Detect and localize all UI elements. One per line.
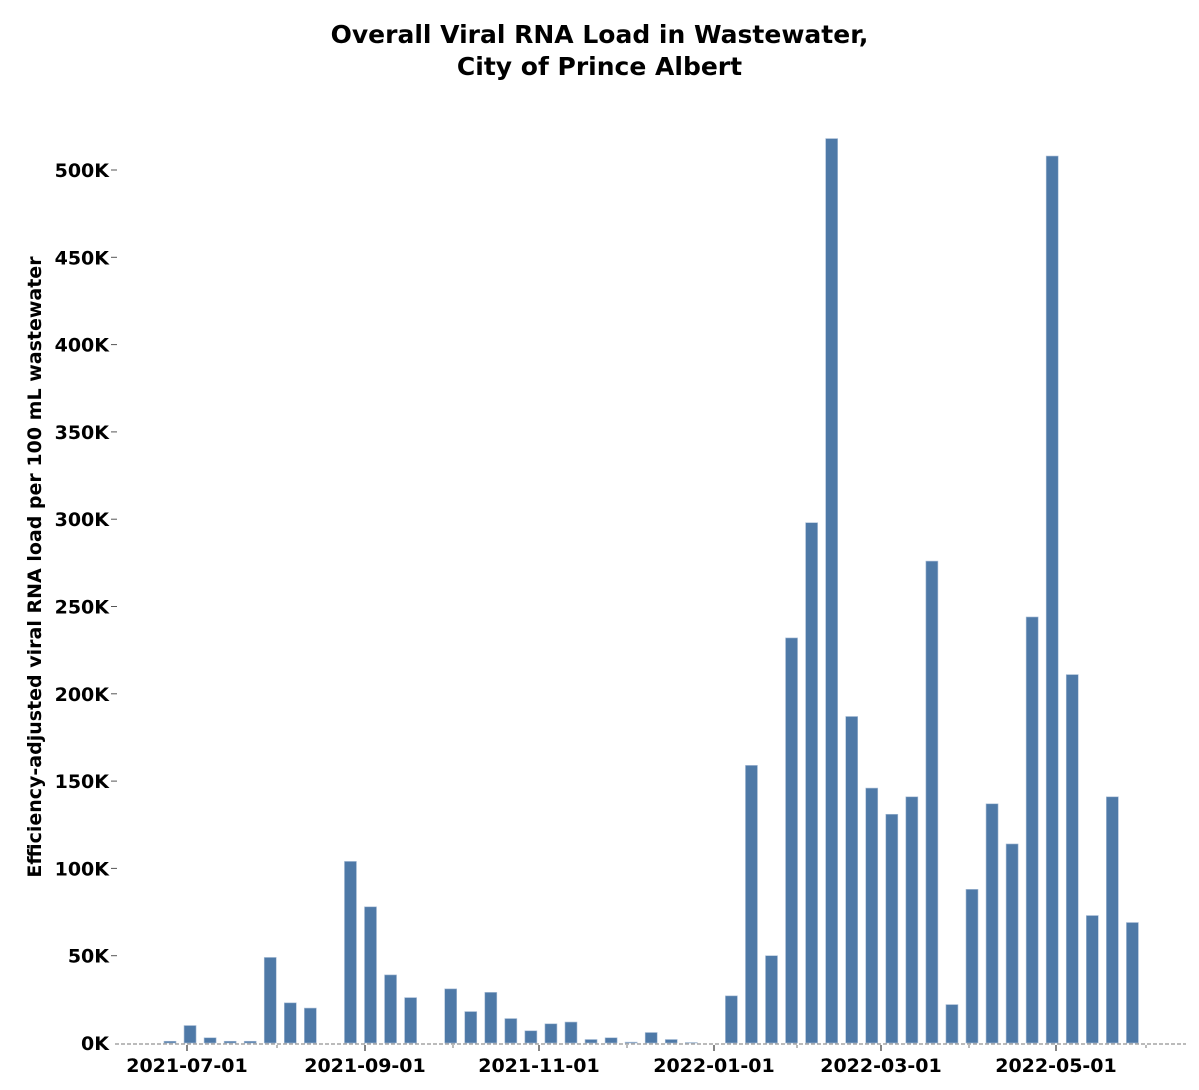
bar xyxy=(965,889,979,1044)
y-tick-label: 100K xyxy=(55,858,111,880)
x-tick-label: 2021-09-01 xyxy=(304,1055,426,1077)
bar xyxy=(985,803,999,1044)
chart-title-line-1: Overall Viral RNA Load in Wastewater, xyxy=(330,20,869,49)
bar xyxy=(304,1007,317,1044)
bar xyxy=(263,957,277,1044)
bar xyxy=(945,1004,959,1044)
bar xyxy=(604,1037,618,1044)
bar xyxy=(504,1018,518,1044)
bar xyxy=(283,1002,297,1044)
bar xyxy=(624,1041,638,1044)
bar xyxy=(384,974,397,1044)
bar xyxy=(1045,155,1059,1044)
y-tick-label: 250K xyxy=(55,597,111,619)
bar xyxy=(404,997,417,1044)
bar xyxy=(1106,796,1119,1044)
y-tick-label: 150K xyxy=(55,771,111,793)
bar xyxy=(444,988,458,1044)
bar xyxy=(865,787,879,1044)
x-tick-label: 2022-03-01 xyxy=(820,1055,942,1077)
y-tick-label: 0K xyxy=(81,1033,110,1055)
bar xyxy=(484,992,498,1044)
bar xyxy=(745,765,758,1044)
bar xyxy=(825,138,838,1044)
y-tick-label: 450K xyxy=(55,247,111,269)
y-tick-label: 200K xyxy=(55,684,111,706)
bar xyxy=(765,955,778,1044)
x-tick-label: 2022-01-01 xyxy=(653,1055,775,1077)
bar xyxy=(644,1032,658,1044)
bar xyxy=(203,1037,217,1044)
chart-title-line-2: City of Prince Albert xyxy=(456,52,743,81)
y-tick-label: 350K xyxy=(55,422,111,444)
bar xyxy=(885,813,899,1044)
bar xyxy=(1065,674,1079,1044)
bar xyxy=(223,1040,237,1044)
bar xyxy=(664,1039,678,1044)
y-tick-label: 400K xyxy=(55,335,111,357)
y-tick-label: 50K xyxy=(68,946,110,968)
bar xyxy=(163,1040,177,1044)
bar xyxy=(805,522,818,1044)
bar xyxy=(564,1021,578,1044)
bar xyxy=(243,1040,257,1044)
bar xyxy=(925,560,939,1044)
x-tick-label: 2021-07-01 xyxy=(126,1055,248,1077)
bar xyxy=(1005,843,1019,1044)
bar xyxy=(344,861,357,1044)
bar xyxy=(464,1011,478,1044)
y-tick-label: 500K xyxy=(55,160,111,182)
bar xyxy=(584,1039,598,1044)
bar xyxy=(1025,616,1039,1044)
bar xyxy=(524,1030,538,1044)
bar xyxy=(364,906,377,1044)
bar xyxy=(544,1023,558,1044)
bar xyxy=(1086,915,1099,1044)
bar xyxy=(183,1025,197,1044)
bar xyxy=(684,1042,698,1044)
bar xyxy=(725,995,738,1044)
bar xyxy=(1126,922,1139,1044)
bar xyxy=(785,637,798,1044)
bar xyxy=(905,796,919,1044)
x-tick-label: 2022-05-01 xyxy=(995,1055,1117,1077)
bar xyxy=(845,716,859,1044)
y-axis-label: Efficiency-adjusted viral RNA load per 1… xyxy=(24,256,46,878)
x-tick-label: 2021-11-01 xyxy=(478,1055,600,1077)
y-tick-label: 300K xyxy=(55,509,111,531)
